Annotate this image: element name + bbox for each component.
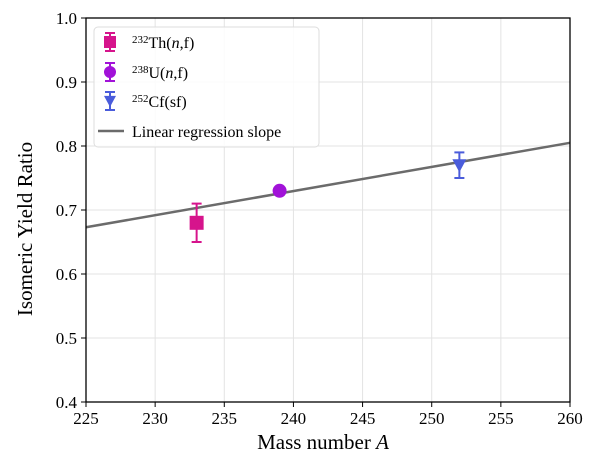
y-tick-label: 1.0: [56, 9, 77, 28]
regression-line: [85, 141, 571, 229]
legend-entry-regression: Linear regression slope: [132, 124, 281, 141]
data-point-u238: [272, 183, 287, 198]
legend-marker-cf252: [104, 95, 116, 107]
legend-entry-th232: 232Th(n,f): [132, 34, 194, 52]
y-tick-label: 0.8: [56, 137, 77, 156]
x-axis-label: Mass number A: [257, 430, 389, 454]
x-axis-ticks: 225 230 235 240 245 250 255 260: [73, 402, 583, 428]
data-point-cf252: [452, 159, 467, 173]
x-tick-label: 245: [350, 409, 376, 428]
x-tick-label: 260: [557, 409, 583, 428]
legend-markers: [98, 32, 124, 133]
legend-entry-u238: 238U(n,f): [132, 64, 188, 82]
legend-marker-u238: [104, 66, 116, 78]
x-tick-label: 225: [73, 409, 99, 428]
y-tick-label: 0.9: [56, 73, 77, 92]
data-points: [189, 151, 467, 243]
legend-marker-th232: [104, 36, 116, 48]
x-tick-label: 255: [488, 409, 514, 428]
y-axis-ticks: 0.4 0.5 0.6 0.7 0.8 0.9 1.0: [56, 9, 86, 412]
grid: [85, 17, 571, 403]
data-point-th232: [189, 215, 204, 230]
x-tick-label: 240: [281, 409, 307, 428]
legend-entry-cf252: 252Cf(sf): [132, 93, 187, 111]
legend-box: [93, 26, 320, 148]
x-tick-label: 230: [142, 409, 168, 428]
x-tick-label: 250: [419, 409, 445, 428]
y-axis-label: Isomeric Yield Ratio: [13, 142, 37, 316]
y-tick-label: 0.4: [56, 393, 78, 412]
legend: 232Th(n,f) 238U(n,f) 252Cf(sf) Linear re…: [93, 26, 320, 148]
y-tick-label: 0.6: [56, 265, 77, 284]
regression-line-group: [85, 141, 571, 229]
x-tick-label: 235: [212, 409, 238, 428]
y-tick-label: 0.7: [56, 201, 78, 220]
y-tick-label: 0.5: [56, 329, 77, 348]
